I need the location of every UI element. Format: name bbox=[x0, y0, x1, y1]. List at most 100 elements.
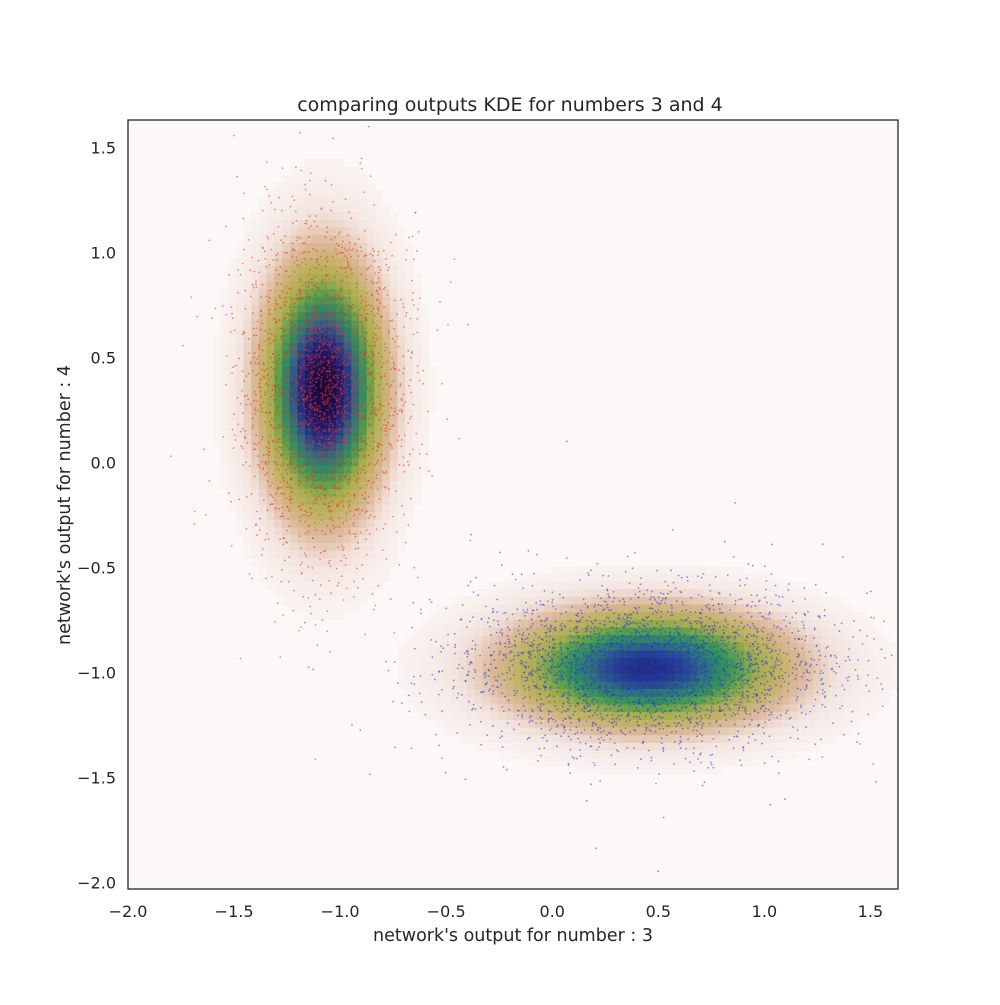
data-point bbox=[253, 442, 256, 445]
data-point bbox=[277, 303, 279, 305]
data-point bbox=[328, 278, 331, 281]
kde-cell bbox=[543, 589, 553, 598]
data-point bbox=[364, 429, 367, 431]
data-point bbox=[328, 501, 331, 504]
kde-cell bbox=[412, 696, 422, 706]
data-point bbox=[402, 372, 405, 375]
data-point bbox=[322, 290, 325, 293]
data-point bbox=[305, 470, 307, 473]
kde-cell bbox=[736, 719, 745, 729]
data-point bbox=[282, 340, 285, 343]
data-point bbox=[367, 417, 370, 419]
kde-cell bbox=[258, 427, 268, 436]
data-point bbox=[366, 361, 369, 364]
kde-cell bbox=[366, 327, 375, 336]
kde-cell bbox=[228, 335, 237, 344]
kde-cell bbox=[297, 196, 306, 206]
data-point bbox=[336, 449, 339, 452]
data-point bbox=[265, 453, 268, 456]
kde-cell bbox=[659, 696, 668, 706]
kde-cell bbox=[451, 712, 460, 721]
kde-cell bbox=[759, 712, 768, 721]
kde-cell bbox=[736, 727, 745, 736]
data-point bbox=[287, 275, 290, 278]
data-point bbox=[453, 258, 456, 261]
data-point bbox=[303, 362, 306, 365]
kde-cell bbox=[451, 665, 460, 675]
kde-cell bbox=[258, 327, 268, 336]
data-point bbox=[342, 251, 344, 254]
data-point bbox=[244, 307, 247, 310]
data-point bbox=[376, 459, 379, 462]
kde-cell bbox=[821, 673, 830, 682]
data-point bbox=[352, 247, 355, 250]
kde-cell bbox=[328, 573, 337, 582]
data-point bbox=[254, 362, 257, 364]
kde-cell bbox=[659, 742, 668, 752]
kde-cell bbox=[297, 389, 306, 398]
data-point bbox=[272, 419, 275, 422]
data-point bbox=[265, 265, 267, 268]
data-point bbox=[340, 336, 343, 339]
kde-cell bbox=[220, 389, 229, 398]
kde-cell bbox=[289, 266, 298, 275]
data-point bbox=[274, 499, 276, 501]
kde-cell bbox=[774, 712, 784, 721]
data-point bbox=[391, 447, 393, 450]
data-point bbox=[312, 384, 315, 386]
kde-cell bbox=[397, 335, 406, 344]
data-point bbox=[331, 256, 334, 259]
kde-cell bbox=[351, 596, 360, 606]
kde-cell bbox=[359, 566, 368, 575]
kde-cell bbox=[320, 327, 329, 336]
data-point bbox=[328, 510, 330, 513]
data-point bbox=[274, 413, 277, 415]
data-point bbox=[427, 410, 429, 413]
kde-cell bbox=[620, 712, 630, 721]
kde-cell bbox=[613, 573, 622, 582]
kde-cell bbox=[343, 343, 352, 352]
kde-cell bbox=[212, 343, 221, 352]
data-point bbox=[321, 529, 323, 532]
kde-cell bbox=[258, 258, 268, 267]
data-point bbox=[393, 410, 396, 413]
data-point bbox=[357, 405, 360, 407]
kde-cell bbox=[736, 573, 745, 582]
kde-cell bbox=[266, 458, 275, 467]
kde-cell bbox=[343, 496, 352, 506]
kde-cell bbox=[220, 427, 229, 436]
data-point bbox=[193, 510, 196, 513]
kde-cell bbox=[405, 258, 414, 267]
data-point bbox=[300, 508, 302, 511]
data-point bbox=[360, 437, 363, 440]
kde-cell bbox=[636, 658, 645, 667]
kde-cell bbox=[844, 696, 853, 706]
data-point bbox=[308, 236, 310, 239]
data-point bbox=[252, 424, 255, 427]
kde-cell bbox=[813, 704, 822, 713]
kde-cell bbox=[320, 566, 329, 575]
kde-cell bbox=[682, 573, 691, 582]
kde-cell bbox=[751, 596, 760, 606]
kde-cell bbox=[320, 412, 329, 421]
kde-cell bbox=[359, 289, 368, 298]
data-point bbox=[386, 269, 389, 272]
kde-cell bbox=[258, 343, 268, 352]
kde-cell bbox=[351, 189, 360, 198]
data-point bbox=[319, 350, 322, 352]
kde-cell bbox=[505, 604, 514, 613]
kde-cell bbox=[374, 404, 383, 413]
kde-cell bbox=[251, 389, 260, 398]
data-point bbox=[413, 566, 416, 569]
kde-cell bbox=[266, 289, 275, 298]
data-point bbox=[382, 405, 385, 407]
data-point bbox=[322, 416, 325, 419]
data-point bbox=[222, 436, 225, 438]
data-point bbox=[273, 428, 276, 430]
data-point bbox=[225, 383, 228, 386]
kde-cell bbox=[359, 304, 368, 313]
data-point bbox=[323, 446, 326, 448]
data-point bbox=[233, 434, 236, 436]
data-point bbox=[360, 321, 363, 323]
data-point bbox=[376, 408, 379, 411]
